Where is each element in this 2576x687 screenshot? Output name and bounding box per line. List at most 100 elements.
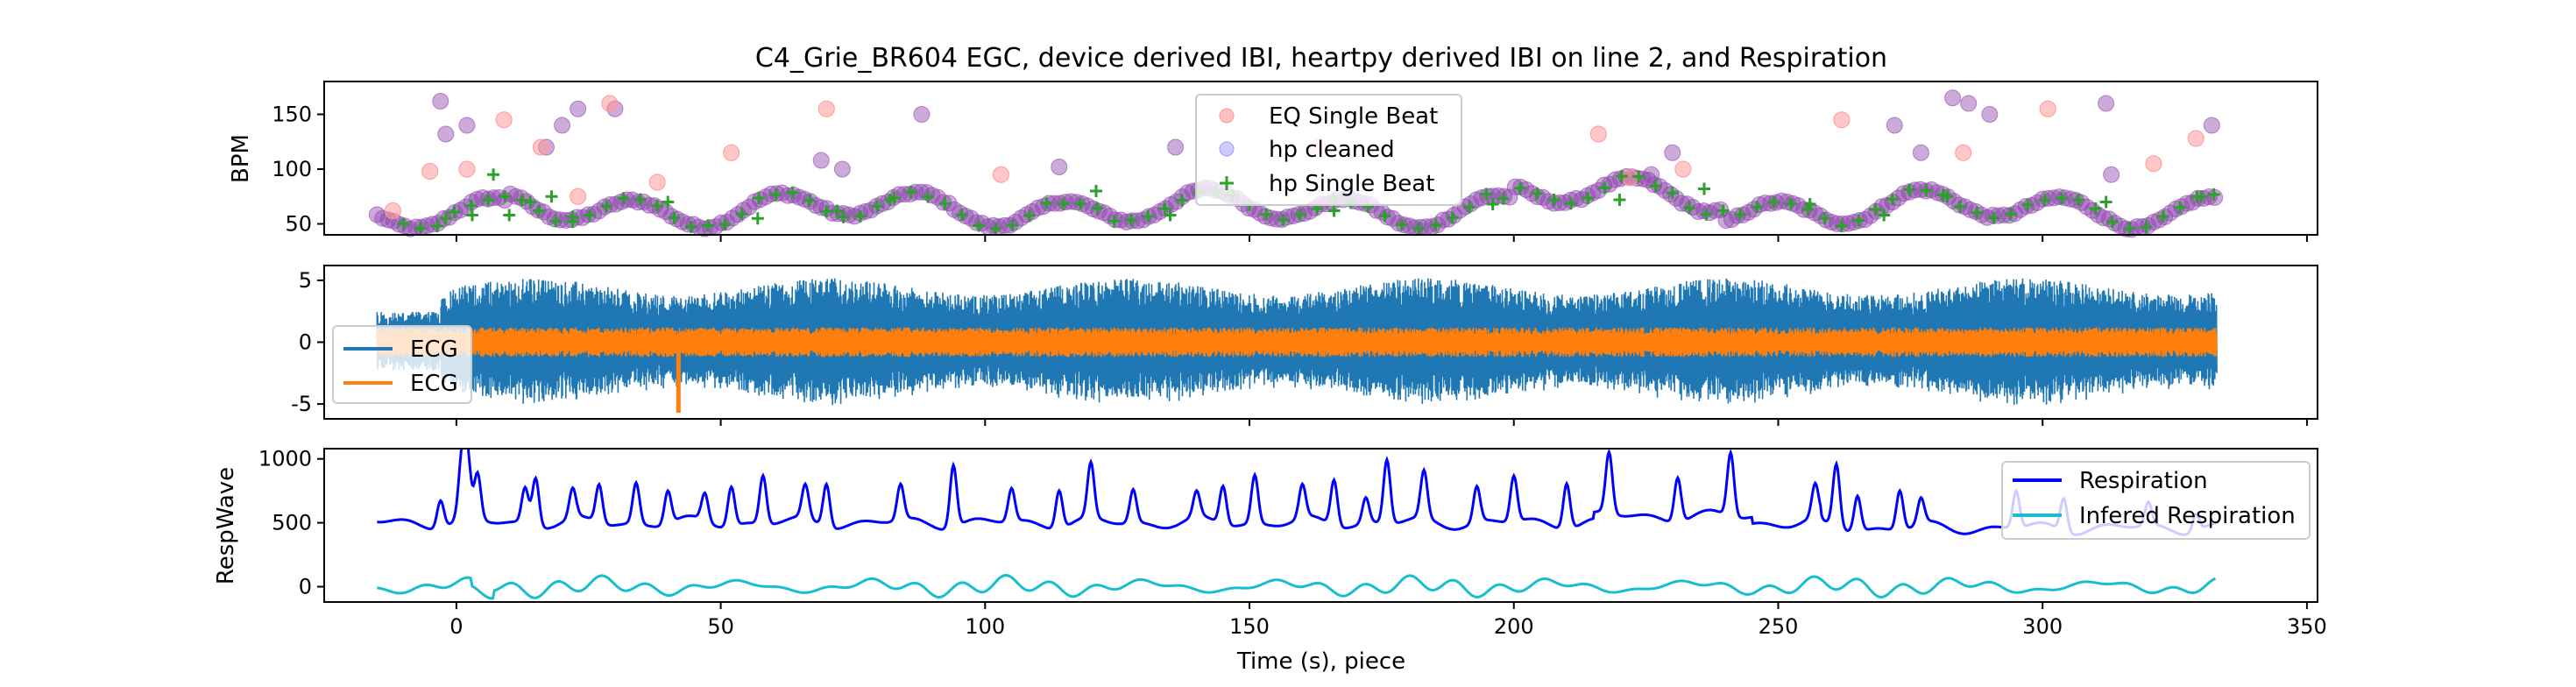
eq-single-beat-point: [817, 100, 835, 117]
hp-single-beat-point: [1971, 206, 1984, 219]
hp-single-beat-point: [499, 190, 512, 203]
x-tick-label: 150: [1229, 614, 1270, 639]
y-tick-label: 100: [272, 157, 312, 181]
hp-cleaned-outlier: [458, 117, 476, 134]
eq-single-beat-point: [570, 188, 587, 205]
legend-hp-cleaned-label: hp cleaned: [1269, 137, 1395, 163]
hp-single-beat-point: [1514, 181, 1526, 195]
hp-single-beat-point: [1108, 215, 1121, 228]
hp-single-beat-point: [1293, 208, 1306, 221]
bpm-panel: 50 100 150 BPM EQ Single Beat hp cleaned h…: [228, 81, 2318, 242]
hp-single-beat-point: [1886, 193, 1899, 206]
legend-respiration-label: Respiration: [2079, 468, 2208, 494]
hp-single-beat-point: [1987, 211, 2000, 224]
hp-cleaned-point: [2050, 188, 2068, 206]
hp-single-beat-point: [1920, 184, 1933, 197]
hp-single-beat-point: [989, 222, 1002, 235]
eq-single-beat-point: [458, 160, 476, 178]
hp-single-beat-point: [397, 217, 410, 230]
hp-single-beat-point: [1598, 181, 1611, 195]
hp-cleaned-point: [1446, 207, 1463, 224]
hp-single-beat-point: [1698, 182, 1710, 195]
hp-single-beat-point: [1480, 188, 1493, 201]
respiration-legend-box: [2001, 461, 2311, 540]
hp-cleaned-outlier: [1960, 95, 1978, 112]
hp-single-beat-point: [1158, 202, 1171, 216]
eq-single-beat-point: [992, 166, 1009, 183]
hp-single-beat-point: [938, 197, 952, 210]
ecg-x-axis: [455, 419, 2308, 426]
figure-title: C4_Grie_BR604 EGC, device derived IBI, h…: [755, 43, 1887, 74]
legend-hp-single-beat-marker: [1220, 176, 1234, 190]
y-tick-label: 1000: [258, 447, 312, 471]
hp-single-beat-point: [1903, 183, 1916, 196]
ecg-series: [376, 278, 2218, 413]
hp-single-beat-point: [662, 195, 675, 209]
legend-ecg-1-label: ECG: [410, 336, 458, 363]
x-tick-label: 350: [2287, 614, 2327, 639]
y-tick-label: 50: [285, 212, 312, 237]
hp-single-beat-point: [1327, 204, 1341, 217]
hp-single-beat-point: [702, 219, 715, 232]
bpm-plot-frame: [323, 81, 2318, 236]
x-tick-label: 100: [965, 614, 1005, 639]
legend-ecg-2-label: ECG: [410, 371, 458, 397]
hp-single-beat-point: [1852, 214, 1865, 227]
hp-single-beat-point: [2089, 202, 2102, 215]
hp-single-beat-point: [2174, 201, 2187, 214]
ecg-filtered-line: [376, 327, 2218, 413]
bpm-x-axis: [455, 235, 2308, 242]
hp-single-beat-point: [1869, 203, 1882, 216]
legend-eq-single-beat-label: EQ Single Beat: [1269, 103, 1438, 130]
respiration-x-axis: 0 50 100 150 200 250 300 350: [449, 602, 2327, 639]
eq-single-beat-point: [1955, 144, 1972, 161]
hp-single-beat-point: [1615, 170, 1628, 183]
respiration-series: [377, 449, 2218, 600]
hp-single-beat-point: [1395, 218, 1408, 231]
hp-cleaned-outlier: [1886, 117, 1903, 134]
inferred-respiration-line: [377, 574, 2217, 600]
hp-cleaned-point: [952, 204, 969, 222]
eq-single-beat-point: [601, 95, 619, 112]
hp-single-beat-point: [1412, 222, 1426, 235]
hp-single-beat-point: [1613, 194, 1626, 206]
hp-single-beat-point: [1666, 187, 1679, 200]
hp-single-beat-point: [837, 210, 850, 223]
eq-single-beat-point: [384, 202, 401, 219]
hp-cleaned-point: [1928, 184, 1946, 202]
hp-single-beat-point: [1446, 211, 1459, 224]
hp-single-beat-point: [1767, 196, 1780, 209]
hp-single-beat-point: [2099, 195, 2112, 209]
hp-single-beat-point: [769, 188, 782, 202]
hp-single-beat-point: [1803, 198, 1816, 210]
bpm-y-axis-label: BPM: [228, 134, 254, 183]
legend-hp-single-beat-label: hp Single Beat: [1269, 171, 1434, 197]
y-tick-label: 150: [272, 103, 312, 127]
hp-single-beat-point: [1463, 201, 1476, 214]
hp-cleaned-outlier: [2103, 166, 2120, 183]
hp-single-beat-point: [2123, 222, 2136, 235]
hp-single-beat-point: [651, 199, 664, 212]
hp-single-beat-point: [2005, 208, 2017, 221]
hp-single-beat-point: [753, 191, 766, 204]
hp-single-beat-point: [1818, 212, 1831, 225]
hp-single-beat-point: [1040, 196, 1053, 209]
hp-single-beat-point: [1564, 197, 1577, 210]
hp-single-beat-point: [786, 186, 799, 199]
hp-single-beat-point: [1090, 185, 1103, 197]
hp-cleaned-outlier: [437, 125, 455, 143]
eq-single-beat-point: [1674, 160, 1692, 178]
hp-single-beat-point: [617, 192, 630, 205]
legend-inferred-respiration-label: Infered Respiration: [2079, 503, 2296, 529]
hp-single-beat-point: [1835, 220, 1848, 233]
hp-single-beat-point: [871, 200, 884, 213]
hp-cleaned-outlier: [833, 160, 851, 178]
hp-single-beat-point: [684, 220, 697, 233]
hp-cleaned-outlier: [1643, 166, 1660, 183]
hp-single-beat-point: [2156, 210, 2169, 223]
hp-single-beat-point: [1057, 197, 1070, 210]
hp-single-beat-point: [1700, 208, 1713, 221]
hp-single-beat-point: [1091, 202, 1104, 215]
eq-single-beat-point: [495, 111, 513, 129]
